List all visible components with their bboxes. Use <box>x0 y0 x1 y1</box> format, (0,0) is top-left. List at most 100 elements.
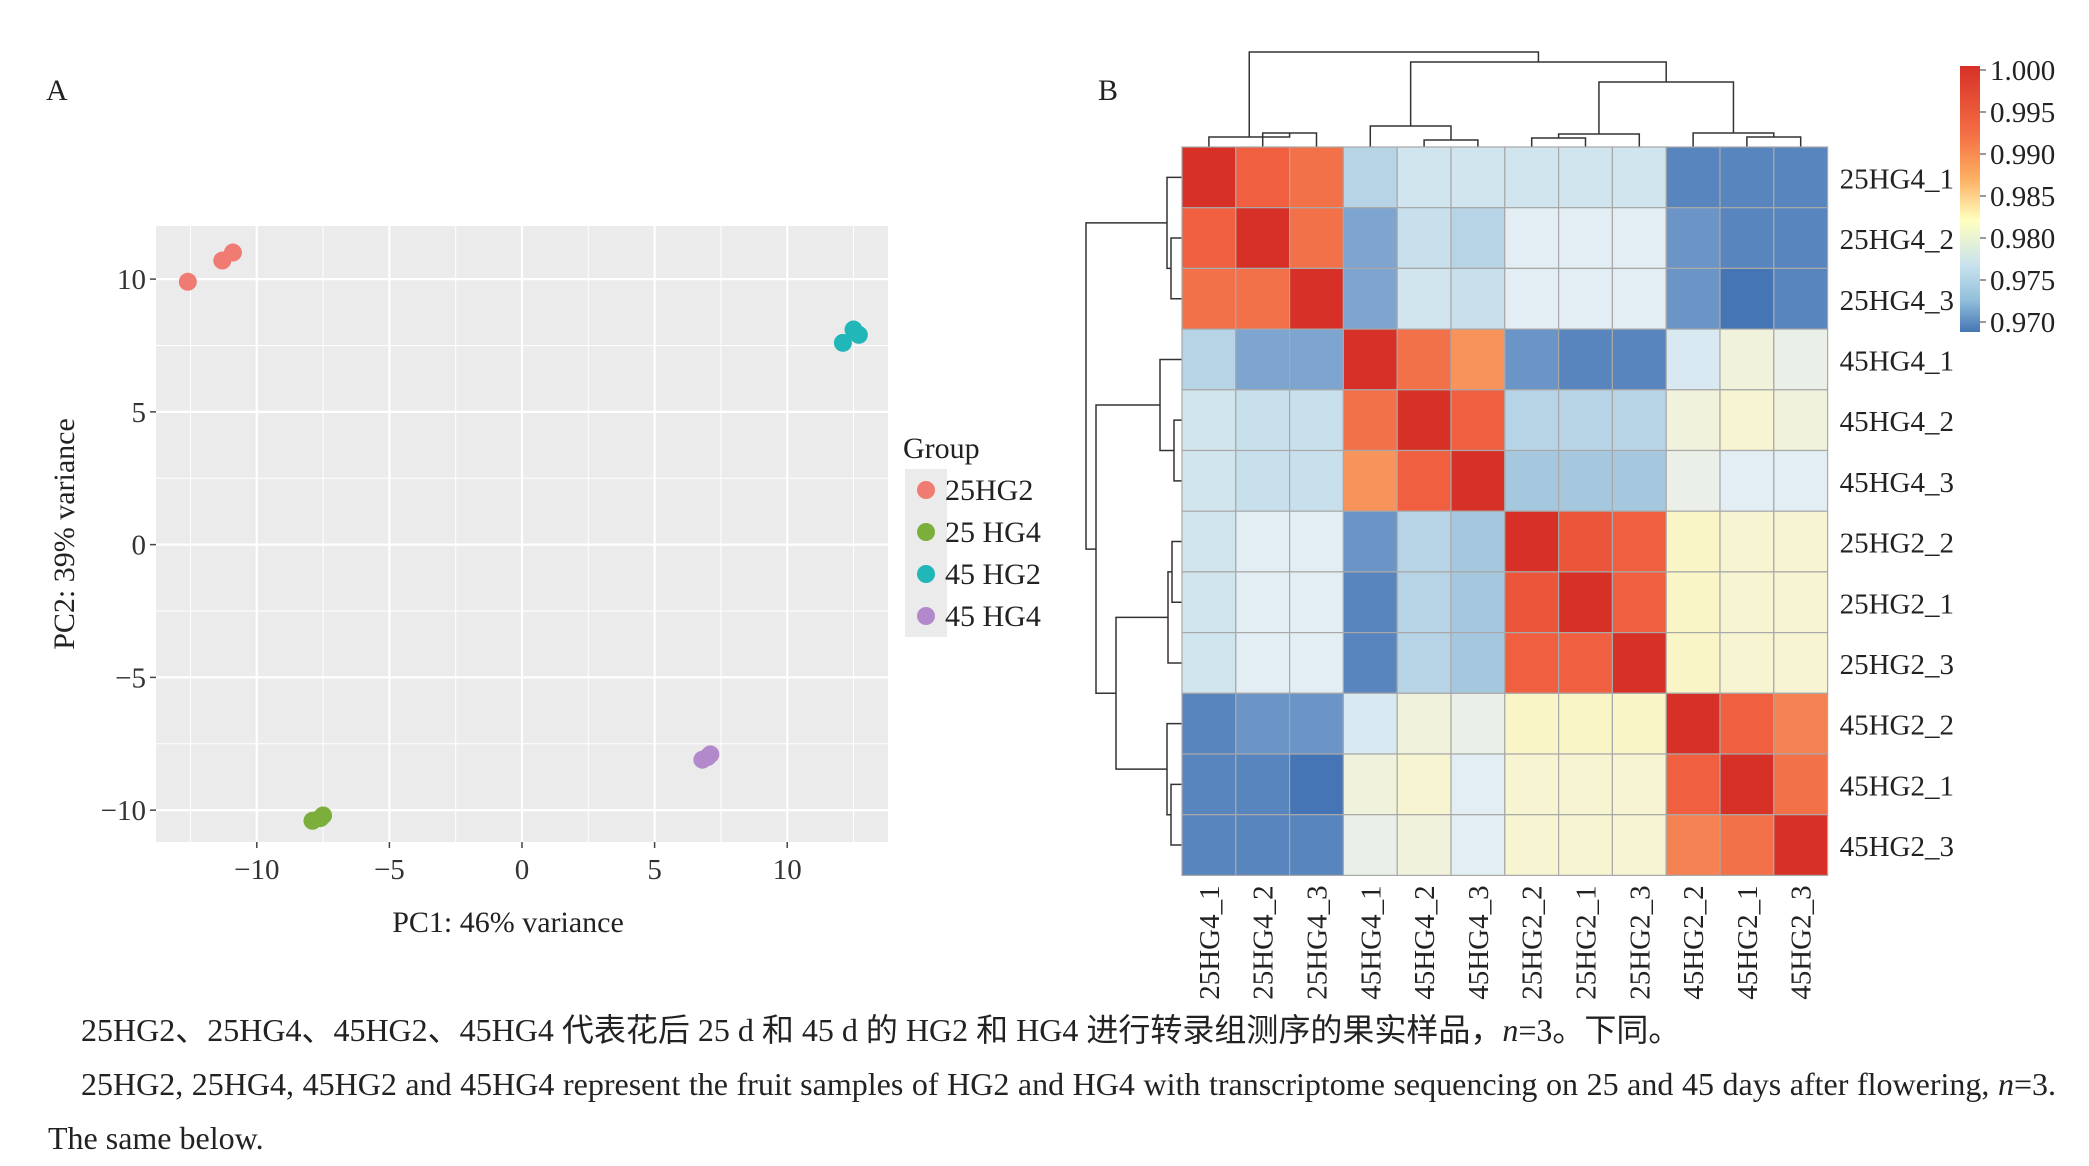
caption-chinese: 25HG2、25HG4、45HG2、45HG4 代表花后 25 d 和 45 d… <box>48 1003 2056 1057</box>
heatmap-cell <box>1665 753 1721 816</box>
heatmap-cell <box>1504 814 1560 877</box>
dendrogram-branch <box>1115 616 1168 770</box>
heatmap-cell <box>1288 571 1344 634</box>
dendrogram-branch <box>1530 137 1587 147</box>
heatmap-cell <box>1181 207 1237 269</box>
heatmap-cell <box>1504 510 1560 573</box>
dendrogram-branch <box>1170 237 1182 300</box>
heatmap-row-label: 45HG4_2 <box>1840 406 1954 438</box>
heatmap-cell <box>1504 753 1560 816</box>
heatmap-cell <box>1396 631 1452 694</box>
heatmap-cell <box>1181 814 1237 877</box>
heatmap-cell <box>1773 449 1829 512</box>
heatmap-cell <box>1557 389 1613 452</box>
heatmap-cell <box>1557 510 1613 573</box>
heatmap-cell <box>1396 267 1452 330</box>
heatmap-cell <box>1235 571 1291 634</box>
colorbar-gradient <box>1960 66 1980 332</box>
heatmap-cell <box>1235 510 1291 573</box>
heatmap-cell <box>1181 146 1237 209</box>
heatmap-cell <box>1611 631 1667 694</box>
heatmap-cell <box>1342 207 1398 269</box>
heatmap-cell <box>1611 692 1667 755</box>
heatmap-cell <box>1450 631 1506 694</box>
heatmap-cell <box>1288 753 1344 816</box>
heatmap-cell <box>1504 692 1560 755</box>
dendrogram-branch <box>1167 571 1182 664</box>
pca-y-tick-label: 5 <box>132 397 147 429</box>
dendrogram-branch <box>1409 61 1667 126</box>
dendrogram-branch <box>1557 133 1641 147</box>
heatmap-cell <box>1396 328 1452 391</box>
heatmap-cell <box>1450 389 1506 452</box>
heatmap-cell <box>1557 814 1613 877</box>
heatmap-cell <box>1396 571 1452 634</box>
heatmap-cell <box>1611 571 1667 634</box>
heatmap-cell <box>1181 631 1237 694</box>
heatmap-cell <box>1611 753 1667 816</box>
heatmap-cell <box>1665 510 1721 573</box>
heatmap-cell <box>1665 328 1721 391</box>
heatmap-column-label: 25HG4_3 <box>1302 885 1334 999</box>
dendrogram-branch <box>1170 783 1182 846</box>
heatmap-row-label: 25HG2_2 <box>1840 528 1954 560</box>
dendrogram-branch <box>1746 136 1802 147</box>
heatmap-cell <box>1181 571 1237 634</box>
heatmap-cell <box>1665 814 1721 877</box>
heatmap-cell <box>1611 328 1667 391</box>
heatmap-cell <box>1773 692 1829 755</box>
heatmap-cell <box>1773 389 1829 452</box>
heatmap-column-label: 45HG2_3 <box>1786 885 1818 999</box>
heatmap-cell <box>1342 328 1398 391</box>
heatmap-cell <box>1450 267 1506 330</box>
dendrogram-branch <box>1159 358 1182 452</box>
dendrogram-branch <box>1173 419 1182 482</box>
heatmap-row-labels: 25HG4_1 25HG4_2 25HG4_3 45HG4_1 45HG4_2 45HG4… <box>1840 163 1954 863</box>
heatmap-cell <box>1181 449 1237 512</box>
heatmap-cell <box>1235 146 1291 209</box>
row-dendrogram <box>1085 176 1182 846</box>
heatmap-cell <box>1611 389 1667 452</box>
colorbar: 1.000 0.995 0.990 0.985 0.980 0.975 0.970 <box>1960 55 2055 339</box>
heatmap-cell <box>1288 449 1344 512</box>
heatmap-cell <box>1288 207 1344 269</box>
colorbar-tick-label: 1.000 <box>1990 55 2055 87</box>
heatmap-cell <box>1288 692 1344 755</box>
legend-key-dot <box>917 565 935 583</box>
heatmap-column-label: 25HG4_1 <box>1194 885 1226 999</box>
heatmap-cell <box>1288 328 1344 391</box>
heatmap-cell <box>1450 753 1506 816</box>
heatmap-cell <box>1557 692 1613 755</box>
heatmap-column-label: 45HG4_2 <box>1409 885 1441 999</box>
heatmap-row-label: 25HG2_1 <box>1840 588 1954 620</box>
heatmap-cell <box>1611 207 1667 269</box>
heatmap-cell <box>1557 753 1613 816</box>
pca-point <box>178 272 197 291</box>
heatmap-cell <box>1557 449 1613 512</box>
heatmap-cell <box>1719 814 1775 877</box>
heatmap-cell <box>1719 510 1775 573</box>
heatmap-cell <box>1504 631 1560 694</box>
heatmap-cell <box>1396 146 1452 209</box>
heatmap-cell <box>1611 510 1667 573</box>
heatmap-cell <box>1719 449 1775 512</box>
heatmap-cell <box>1504 267 1560 330</box>
heatmap-cell <box>1504 207 1560 269</box>
heatmap-cell <box>1235 207 1291 269</box>
heatmap-column-label: 25HG4_2 <box>1248 885 1280 999</box>
heatmap-cell <box>1342 814 1398 877</box>
heatmap-column-label: 25HG2_2 <box>1517 885 1549 999</box>
heatmap-row-label: 45HG2_2 <box>1840 710 1954 742</box>
caption-en-tail: =3. The same below. <box>48 1066 2056 1156</box>
heatmap-cell <box>1288 267 1344 330</box>
heatmap-cell <box>1235 814 1291 877</box>
heatmap-cell <box>1773 814 1829 877</box>
colorbar-tick-label: 0.980 <box>1990 223 2055 255</box>
heatmap-cell <box>1181 328 1237 391</box>
pca-y-ticks: 10 5 0 −5 −10 <box>101 264 156 827</box>
heatmap-cell <box>1773 267 1829 330</box>
heatmap-cell <box>1773 328 1829 391</box>
heatmap-cell <box>1611 146 1667 209</box>
panel-a-label: A <box>46 74 68 107</box>
heatmap-cell <box>1342 631 1398 694</box>
